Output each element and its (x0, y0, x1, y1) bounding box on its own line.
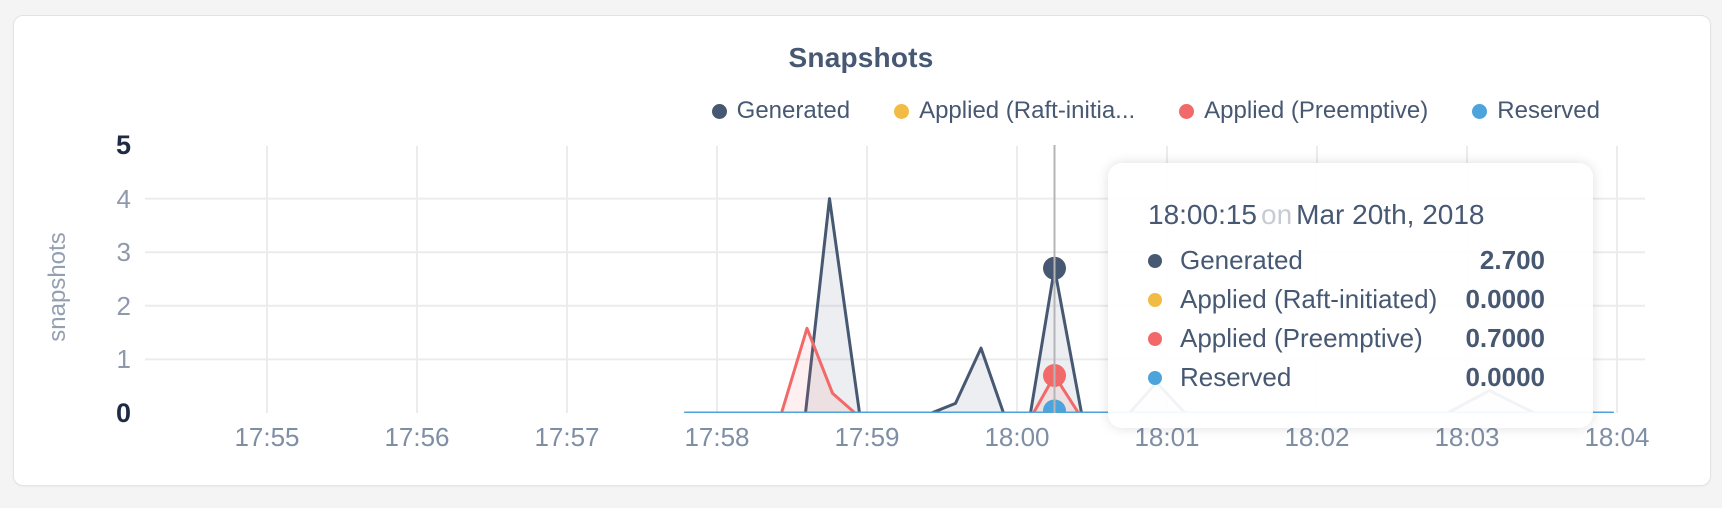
tooltip-series-label: Generated (1180, 245, 1303, 275)
tooltip-date: Mar 20th, 2018 (1296, 199, 1485, 230)
tooltip-series-dot-icon (1148, 253, 1162, 268)
legend-dot-icon (1472, 103, 1488, 119)
y-tick-label-2: 2 (116, 290, 131, 321)
tooltip-series-value: 2.700 (1479, 245, 1545, 275)
legend-label: Applied (Raft-initia... (919, 97, 1136, 124)
x-tick-label-17-58: 17:58 (684, 422, 750, 452)
tooltip-series-dot-icon (1148, 370, 1162, 385)
tooltip-time: 18:00:15 (1148, 199, 1257, 230)
y-tick-label-1: 1 (116, 344, 131, 375)
tooltip-conjunction: on (1261, 199, 1293, 230)
x-tick-label-17-59: 17:59 (834, 422, 900, 452)
series-line-generated (684, 197, 1614, 413)
chart-title: Snapshots (788, 42, 934, 73)
x-tick-label-17-57: 17:57 (534, 422, 600, 452)
legend: Generated Applied (Raft-initia... Applied … (711, 97, 1600, 125)
y-tick-label-5: 5 (115, 130, 131, 160)
legend-label: Applied (Preemptive) (1204, 97, 1429, 124)
legend-item-applied-raft-initia[interactable]: Applied (Raft-initia... (894, 97, 1135, 125)
legend-item-generated[interactable]: Generated (711, 97, 851, 125)
tooltip-series-value: 0.0000 (1465, 362, 1545, 392)
hover-tooltip: 18:00:15 on Mar 20th, 2018 Generated 2.700 A… (1108, 163, 1593, 428)
x-tick-label-17-55: 17:55 (234, 422, 300, 452)
tooltip-series-label: Reserved (1180, 362, 1292, 392)
tooltip-row-applied-raft-initiated: Applied (Raft-initiated) 0.0000 (1148, 280, 1545, 319)
tooltip-series-dot-icon (1148, 292, 1162, 307)
y-tick-label-4: 4 (116, 183, 131, 214)
tooltip-title: 18:00:15 on Mar 20th, 2018 (1148, 199, 1545, 231)
tooltip-series-label: Applied (Raft-initiated) (1180, 284, 1438, 314)
y-tick-label-0: 0 (115, 398, 131, 428)
tooltip-row-reserved: Reserved 0.0000 (1148, 358, 1545, 397)
tooltip-series-label: Applied (Preemptive) (1180, 323, 1423, 353)
tooltip-series-value: 0.0000 (1465, 284, 1545, 314)
tooltip-series-value: 0.7000 (1465, 323, 1545, 353)
tooltip-rows: Generated 2.700 Applied (Raft-initiated) 0.… (1148, 241, 1545, 397)
y-tick-label-3: 3 (116, 237, 131, 268)
tooltip-row-applied-preemptive: Applied (Preemptive) 0.7000 (1148, 319, 1545, 358)
legend-label: Reserved (1497, 97, 1600, 124)
legend-dot-icon (1179, 103, 1195, 119)
x-tick-label-18-04: 18:04 (1584, 422, 1650, 452)
x-tick-label-17-56: 17:56 (384, 422, 450, 452)
legend-item-applied-preemptive[interactable]: Applied (Preemptive) (1179, 97, 1428, 125)
legend-dot-icon (711, 103, 727, 119)
series-line-applied-preemptive (684, 326, 1614, 413)
legend-dot-icon (894, 103, 910, 119)
legend-label: Generated (736, 97, 851, 124)
tooltip-series-dot-icon (1148, 331, 1162, 346)
legend-item-reserved[interactable]: Reserved (1472, 97, 1600, 125)
x-tick-label-18-00: 18:00 (984, 422, 1050, 452)
tooltip-row-generated: Generated 2.700 (1148, 241, 1545, 280)
y-axis-title: snapshots (44, 232, 71, 342)
